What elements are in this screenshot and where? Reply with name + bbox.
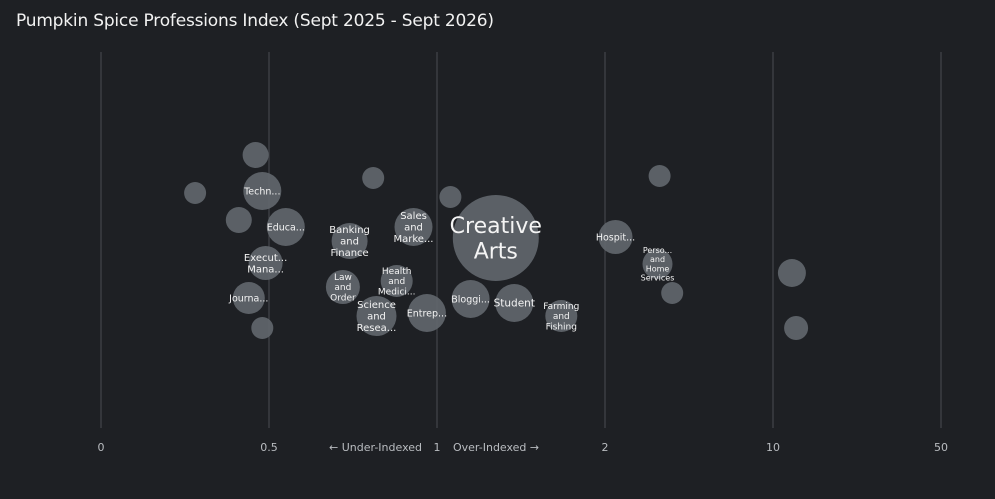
x-tick-label: 50 [934, 441, 948, 454]
bubble-label-line: Creative [450, 214, 542, 239]
x-tick-label: 0 [98, 441, 105, 454]
bubble-point[interactable] [243, 172, 282, 210]
bubble-point[interactable] [266, 208, 305, 246]
bubble-label-line: Law [334, 273, 352, 283]
bubble-point[interactable] [225, 207, 252, 233]
bubble-label-line: Finance [330, 248, 368, 259]
bubble-label: Bloggi... [451, 294, 490, 305]
bubble-label: Journa... [228, 293, 268, 304]
bubble-point[interactable] [242, 142, 269, 168]
bubble-label: Entrep... [407, 308, 447, 319]
bubble-label-line: Educa... [267, 222, 305, 233]
x-tick-label: 0.5 [260, 441, 278, 454]
bubble-point[interactable] [598, 220, 633, 254]
bubble-point[interactable] [248, 246, 283, 280]
x-tick-label: 2 [602, 441, 609, 454]
bubble-point[interactable] [439, 186, 462, 208]
bubble-point[interactable] [251, 317, 274, 339]
bubble-label-line: Mana... [247, 264, 284, 275]
bubble-label: Science and Resea... [357, 300, 397, 334]
bubble-label: Banking and Finance [329, 225, 370, 259]
bubble-label-line: Banking [329, 225, 370, 236]
bubble-label-line: Journa... [228, 293, 268, 304]
bubble-label: Perso... and Home Services [641, 246, 675, 283]
bubble-label-line: Arts [474, 239, 518, 264]
bubble-label: Farming and Fishing [543, 302, 579, 333]
bubble-point[interactable] [661, 282, 684, 304]
bubble-label-line: Fishing [546, 323, 577, 333]
bubble-point[interactable] [648, 165, 671, 187]
bubble-label-line: and [367, 312, 386, 323]
bubble-point[interactable] [331, 223, 368, 259]
bubble-label-line: and [553, 312, 570, 322]
x-tick-label: 10 [766, 441, 780, 454]
bubble-label-line: Medici... [378, 288, 416, 298]
bubble-layer: Techn... Educa... Execut... Mana... Journa..… [184, 142, 809, 340]
bubble-point[interactable] [362, 167, 385, 189]
bubble-label: Creative Arts [450, 214, 542, 264]
bubble-label: Student [494, 298, 535, 310]
bubble-point[interactable] [394, 208, 433, 246]
bubble-label-line: and [340, 237, 359, 248]
bubble-label-line: Bloggi... [451, 294, 490, 305]
bubble-label-line: Perso... [643, 246, 672, 255]
bubble-point[interactable] [325, 270, 360, 304]
bubble-point[interactable] [642, 249, 673, 279]
bubble-point[interactable] [407, 294, 446, 332]
bubble-label-line: Marke... [394, 234, 434, 245]
bubble-label: Hospit... [596, 232, 635, 243]
bubble-label: Techn... [243, 186, 280, 197]
bubble-point[interactable] [356, 296, 397, 336]
bubble-point[interactable] [184, 182, 207, 204]
bubble-label-line: Student [494, 298, 535, 310]
bubble-label-line: Sales [400, 211, 427, 222]
bubble-point[interactable] [777, 259, 806, 287]
bubble-label-line: Order [330, 294, 356, 304]
bubble-label: Law and Order [330, 273, 356, 304]
bubble-point[interactable] [232, 282, 265, 314]
bubble-label: Educa... [267, 222, 305, 233]
bubble-label: Health and Medici... [378, 267, 416, 298]
tick-label-layer: 0 0.5 1 2 10 50 ← Under-Indexed Over-Indexed → [98, 441, 949, 454]
bubble-point[interactable] [545, 300, 578, 332]
bubble-point[interactable] [451, 280, 490, 318]
bubble-label-line: Techn... [243, 186, 280, 197]
bubble-label-line: and [334, 283, 351, 293]
bubble-label-line: Resea... [357, 323, 397, 334]
bubble-label-line: Services [641, 274, 675, 283]
bubble-point[interactable] [380, 265, 413, 297]
bubble-label-line: Home [646, 264, 670, 273]
bubble-label-line: Execut... [244, 253, 287, 264]
x-tick-label: 1 [434, 441, 441, 454]
bubble-label-line: and [650, 255, 665, 264]
bubble-point[interactable] [452, 195, 539, 281]
bubble-label-line: Science [357, 300, 396, 311]
bubble-label-line: Farming [543, 302, 579, 312]
bubble-label-line: and [404, 223, 423, 234]
chart-title: Pumpkin Spice Professions Index (Sept 20… [16, 11, 494, 31]
bubble-point[interactable] [495, 284, 534, 322]
bubble-label-line: Health [382, 267, 412, 277]
bubble-point[interactable] [784, 316, 809, 340]
bubble-label-line: Hospit... [596, 232, 635, 243]
bubble-label-line: and [388, 277, 405, 287]
bubble-label-line: Entrep... [407, 308, 447, 319]
over-indexed-label: Over-Indexed → [453, 441, 539, 454]
under-indexed-label: ← Under-Indexed [329, 441, 422, 454]
bubble-label: Sales and Marke... [394, 211, 434, 245]
bubble-label: Execut... Mana... [244, 253, 287, 276]
